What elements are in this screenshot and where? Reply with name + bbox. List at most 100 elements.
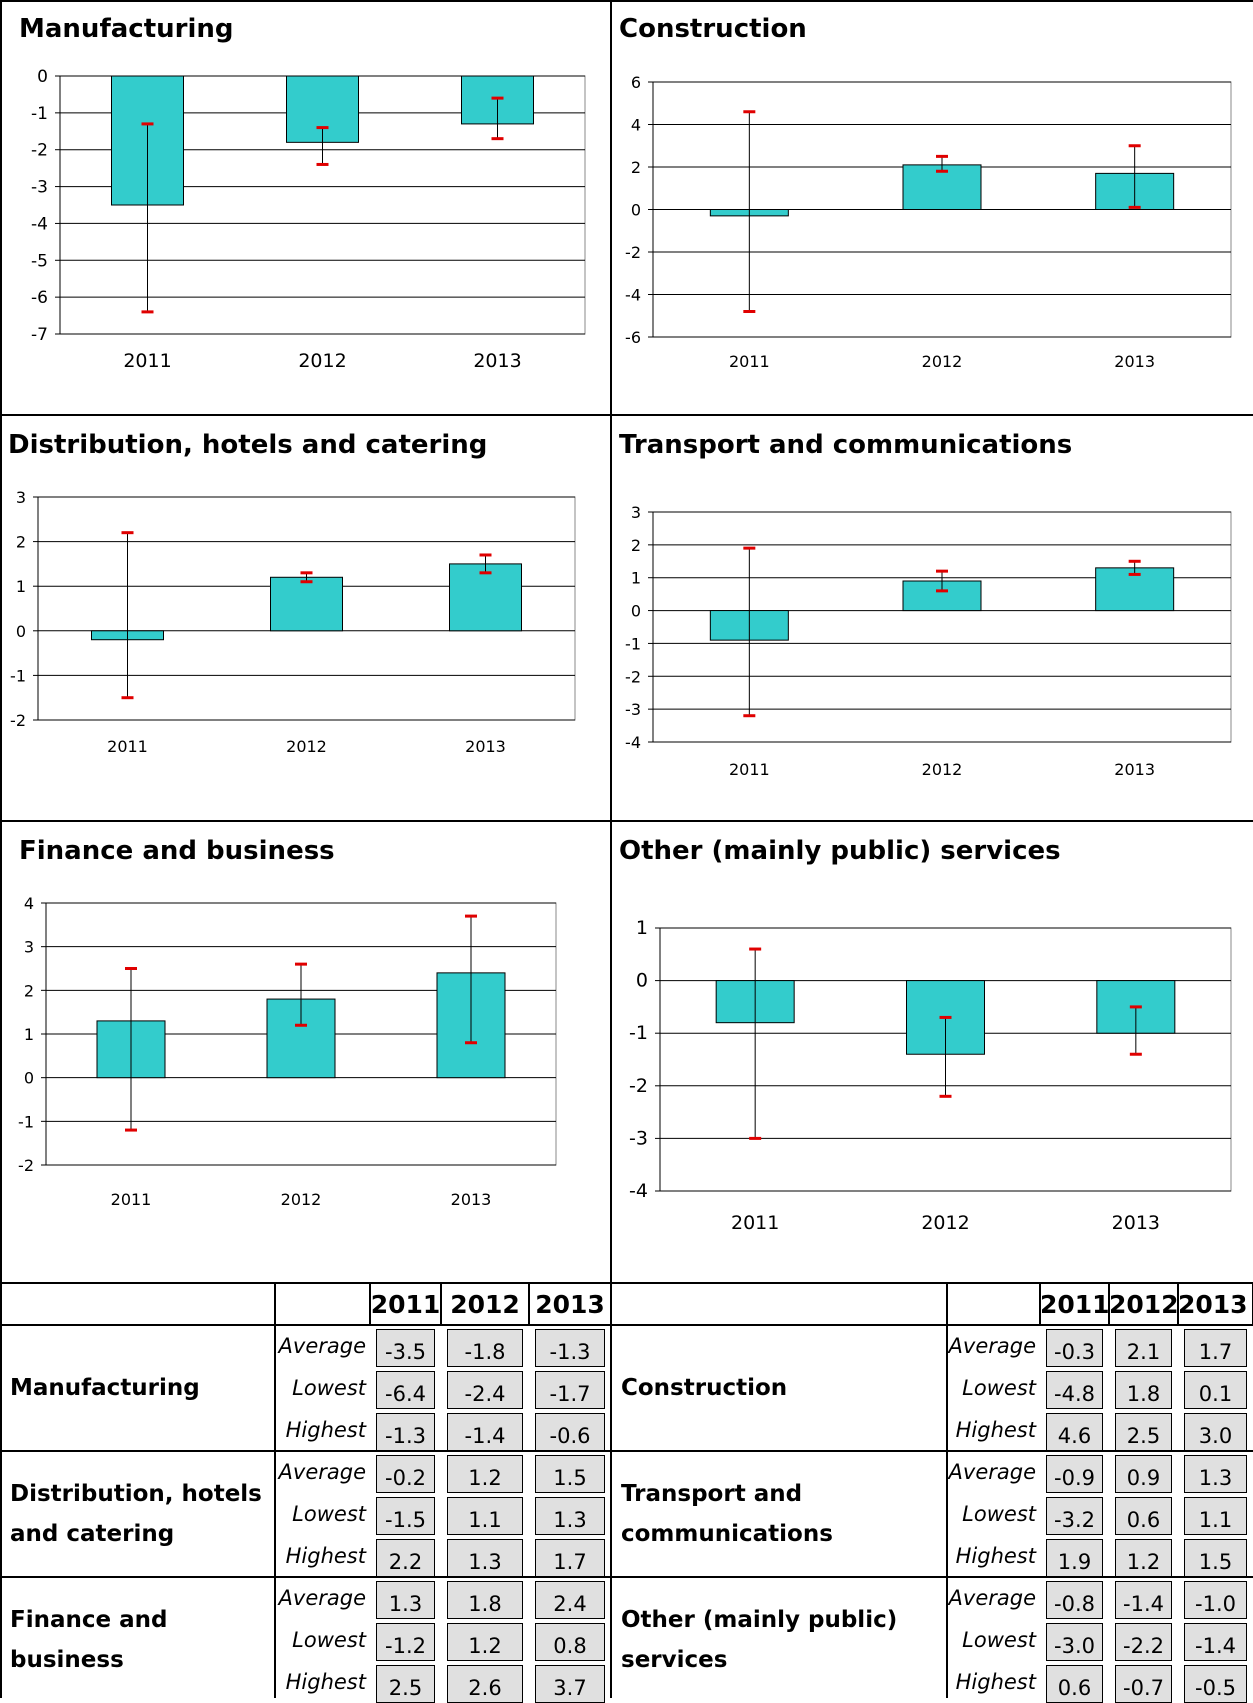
row-label-average: Average (948, 1460, 1036, 1484)
table-cell-value: 1.9 (1046, 1539, 1103, 1577)
table-cell-value: 1.5 (535, 1455, 605, 1493)
table-cell-value: -6.4 (376, 1371, 435, 1409)
table-cell-value: -2.4 (447, 1371, 523, 1409)
row-label-highest: Highest (955, 1670, 1036, 1694)
table-cell-value: 0.8 (535, 1623, 605, 1661)
table-cell-value: 4.6 (1046, 1413, 1103, 1451)
y-tick-label: -2 (629, 1075, 648, 1097)
table-cell-value: -1.7 (535, 1371, 605, 1409)
y-tick-label: 1 (631, 569, 641, 588)
x-tick-label-2011: 2011 (729, 352, 770, 371)
chart-manufacturing: 0 -1 -2 -3 -4 -5 -6 -7 2011 2012 2013 (31, 67, 586, 372)
table-cell-value: 1.1 (1184, 1497, 1247, 1535)
y-tick-label: -1 (31, 104, 48, 124)
row-label-lowest: Lowest (292, 1628, 366, 1652)
row-label-average: Average (278, 1460, 366, 1484)
header-year-right-2011: 2011 (1040, 1289, 1110, 1319)
table-cell-value: 2.6 (447, 1665, 523, 1703)
y-tick-label: 2 (16, 533, 26, 552)
x-tick-label-2013: 2013 (1114, 352, 1155, 371)
y-tick-label: 3 (631, 503, 641, 522)
chart-title-finance: Finance and business (19, 836, 335, 866)
x-tick-label-2013: 2013 (465, 737, 506, 756)
row-sector-left-2: Finance and business (10, 1607, 168, 1673)
table-cell-value: 1.2 (447, 1623, 523, 1661)
x-tick-label-2012: 2012 (921, 1212, 969, 1234)
x-tick-label-2011: 2011 (729, 760, 770, 779)
y-tick-label: 4 (24, 894, 34, 913)
table-cell-value: -1.0 (1184, 1581, 1247, 1619)
y-tick-label: 1 (24, 1025, 34, 1044)
table-cell-value: -0.6 (535, 1413, 605, 1451)
row-sector-right-2: Other (mainly public) services (621, 1607, 898, 1673)
chart-title-other-services: Other (mainly public) services (619, 836, 1061, 866)
y-tick-label: -4 (625, 286, 641, 305)
y-tick-label: 6 (631, 73, 641, 92)
y-tick-label: -2 (625, 667, 641, 686)
y-tick-label: 4 (631, 116, 641, 135)
x-tick-label-2011: 2011 (123, 350, 171, 372)
table-cell-value: 1.1 (447, 1497, 523, 1535)
chart-title-manufacturing: Manufacturing (19, 14, 234, 44)
bar-2013 (449, 563, 522, 632)
y-tick-label: 0 (636, 970, 648, 992)
table-cell-value: -3.2 (1046, 1497, 1103, 1535)
table-cell-value: 1.2 (1115, 1539, 1172, 1577)
x-tick-label-2012: 2012 (281, 1190, 322, 1209)
row-label-lowest: Lowest (292, 1502, 366, 1526)
y-tick-label: -3 (31, 178, 48, 198)
header-year-left-2013: 2013 (535, 1289, 605, 1319)
table-cell-value: 1.3 (1184, 1455, 1247, 1493)
y-tick-label: -6 (625, 328, 641, 347)
table-cell-value: 3.0 (1184, 1413, 1247, 1451)
y-tick-label: -2 (31, 141, 48, 161)
table-cell-value: 2.5 (376, 1665, 435, 1703)
y-tick-label: -3 (625, 700, 641, 719)
table-cell-value: -3.0 (1046, 1623, 1103, 1661)
x-tick-label-2011: 2011 (731, 1212, 779, 1234)
row-label-average: Average (948, 1586, 1036, 1610)
row-label-highest: Highest (285, 1544, 366, 1568)
y-tick-label: -2 (10, 711, 26, 730)
x-tick-label-2012: 2012 (286, 737, 327, 756)
y-tick-label: 0 (16, 622, 26, 641)
table-cell-value: 1.3 (447, 1539, 523, 1577)
table-cell-value: 1.3 (535, 1497, 605, 1535)
y-tick-label: -3 (629, 1127, 648, 1149)
table-cell-value: 0.6 (1046, 1665, 1103, 1703)
table-cell-value: 2.4 (535, 1581, 605, 1619)
table-cell-value: -0.2 (376, 1455, 435, 1493)
y-tick-label: -1 (18, 1112, 34, 1131)
x-tick-label-2013: 2013 (1114, 760, 1155, 779)
table-cell-value: 1.5 (1184, 1539, 1247, 1577)
x-tick-label-2013: 2013 (451, 1190, 492, 1209)
bar-2012 (270, 576, 343, 632)
y-tick-label: -4 (629, 1180, 648, 1202)
x-tick-label-2011: 2011 (107, 737, 148, 756)
header-year-left-2012: 2012 (450, 1289, 520, 1319)
table-cell-value: -1.4 (447, 1413, 523, 1451)
row-label-lowest: Lowest (962, 1628, 1036, 1652)
row-label-average: Average (948, 1334, 1036, 1358)
summary-table: 2011 2011 2012 2012 2013 2013 Manufacturing Ave… (0, 1283, 1253, 1703)
y-tick-label: -2 (625, 243, 641, 262)
y-tick-label: 2 (631, 158, 641, 177)
row-label-lowest: Lowest (962, 1376, 1036, 1400)
table-cell-value: 1.7 (535, 1539, 605, 1577)
x-tick-label-2012: 2012 (922, 760, 963, 779)
table-cell-value: 0.9 (1115, 1455, 1172, 1493)
table-cell-value: -1.4 (1184, 1623, 1247, 1661)
row-sector-left-0: Manufacturing (10, 1375, 200, 1401)
row-sector-right-0: Construction (621, 1375, 788, 1401)
y-tick-label: 3 (24, 938, 34, 957)
table-cell-value: 0.1 (1184, 1371, 1247, 1409)
row-label-highest: Highest (955, 1544, 1036, 1568)
row-label-lowest: Lowest (962, 1502, 1036, 1526)
x-tick-label-2012: 2012 (298, 350, 346, 372)
table-cell-value: 2.2 (376, 1539, 435, 1577)
y-tick-label: -1 (625, 634, 641, 653)
y-tick-label: -6 (31, 288, 48, 308)
x-tick-label-2013: 2013 (1112, 1212, 1160, 1234)
header-year-left-2011: 2011 (370, 1289, 441, 1319)
table-cell-value: -3.5 (376, 1329, 435, 1367)
